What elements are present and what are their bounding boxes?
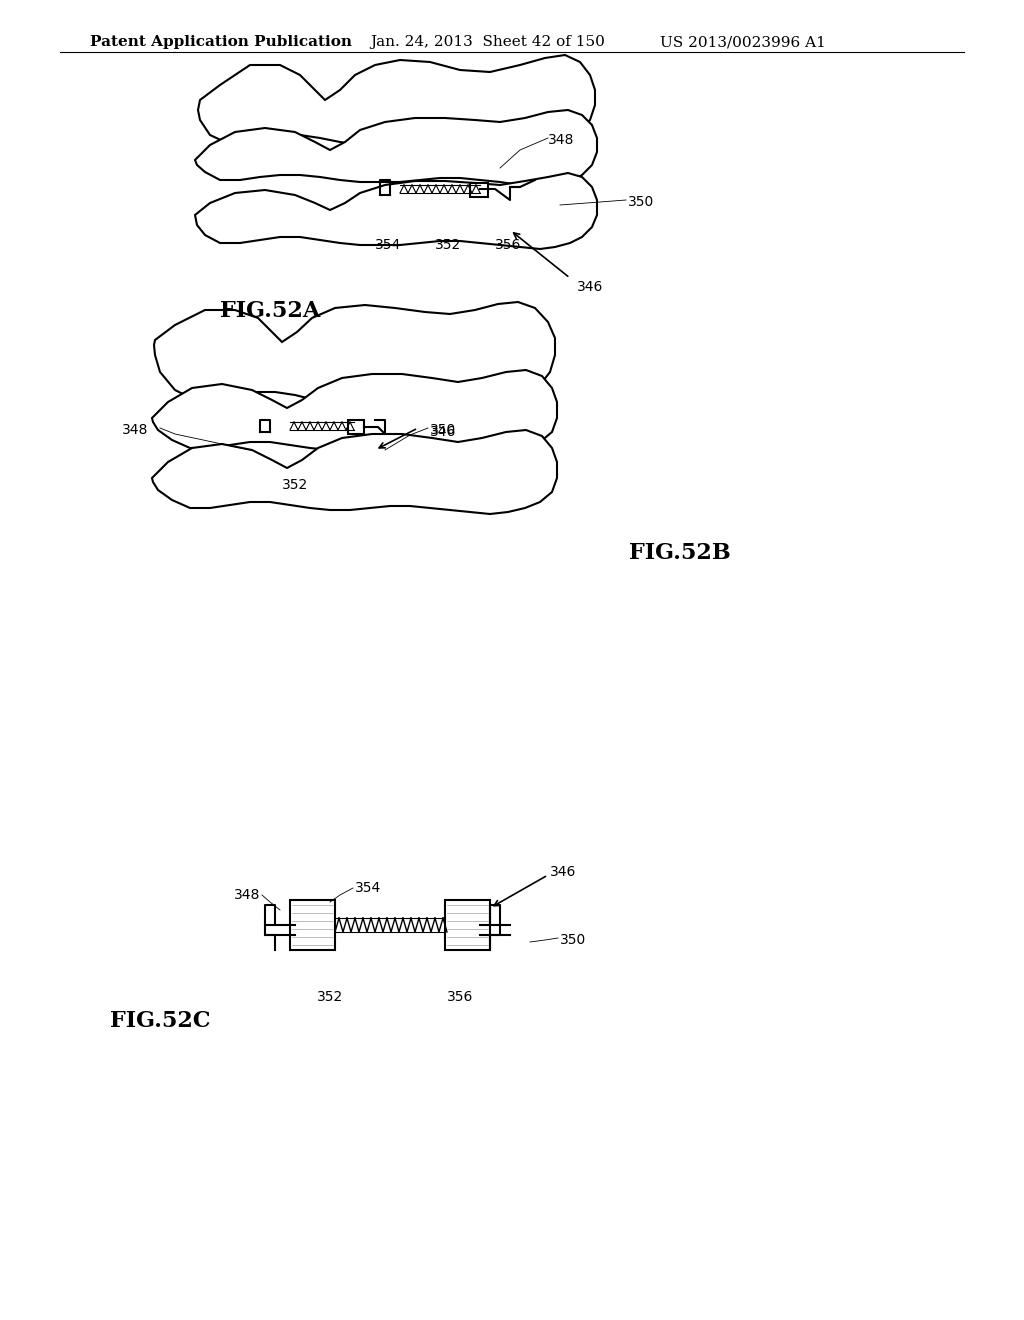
Text: 346: 346: [430, 425, 457, 440]
Text: 352: 352: [316, 990, 343, 1005]
Text: US 2013/0023996 A1: US 2013/0023996 A1: [660, 36, 826, 49]
Bar: [470, 183, 488, 197]
Text: 356: 356: [446, 990, 473, 1005]
Text: 350: 350: [560, 933, 587, 946]
Text: FIG.52C: FIG.52C: [110, 1010, 210, 1032]
PathPatch shape: [195, 110, 597, 186]
PathPatch shape: [195, 173, 597, 249]
Text: 350: 350: [628, 195, 654, 209]
Bar: [290, 900, 335, 950]
PathPatch shape: [152, 370, 557, 454]
PathPatch shape: [198, 55, 595, 148]
Bar: [348, 420, 364, 434]
Bar: [445, 900, 490, 950]
Text: 356: 356: [495, 238, 521, 252]
Text: FIG.52B: FIG.52B: [629, 543, 731, 564]
Text: Patent Application Publication: Patent Application Publication: [90, 36, 352, 49]
Text: 346: 346: [577, 280, 603, 294]
Text: Jan. 24, 2013  Sheet 42 of 150: Jan. 24, 2013 Sheet 42 of 150: [370, 36, 605, 49]
Text: 352: 352: [435, 238, 461, 252]
Text: FIG.52A: FIG.52A: [220, 300, 321, 322]
PathPatch shape: [152, 430, 557, 513]
Text: 354: 354: [355, 880, 381, 895]
Text: 348: 348: [233, 888, 260, 902]
Text: 348: 348: [122, 422, 148, 437]
PathPatch shape: [154, 302, 555, 405]
Text: 346: 346: [550, 865, 577, 879]
Text: 350: 350: [430, 422, 457, 437]
Text: 354: 354: [375, 238, 401, 252]
Text: 352: 352: [282, 478, 308, 492]
Text: 348: 348: [548, 133, 574, 147]
